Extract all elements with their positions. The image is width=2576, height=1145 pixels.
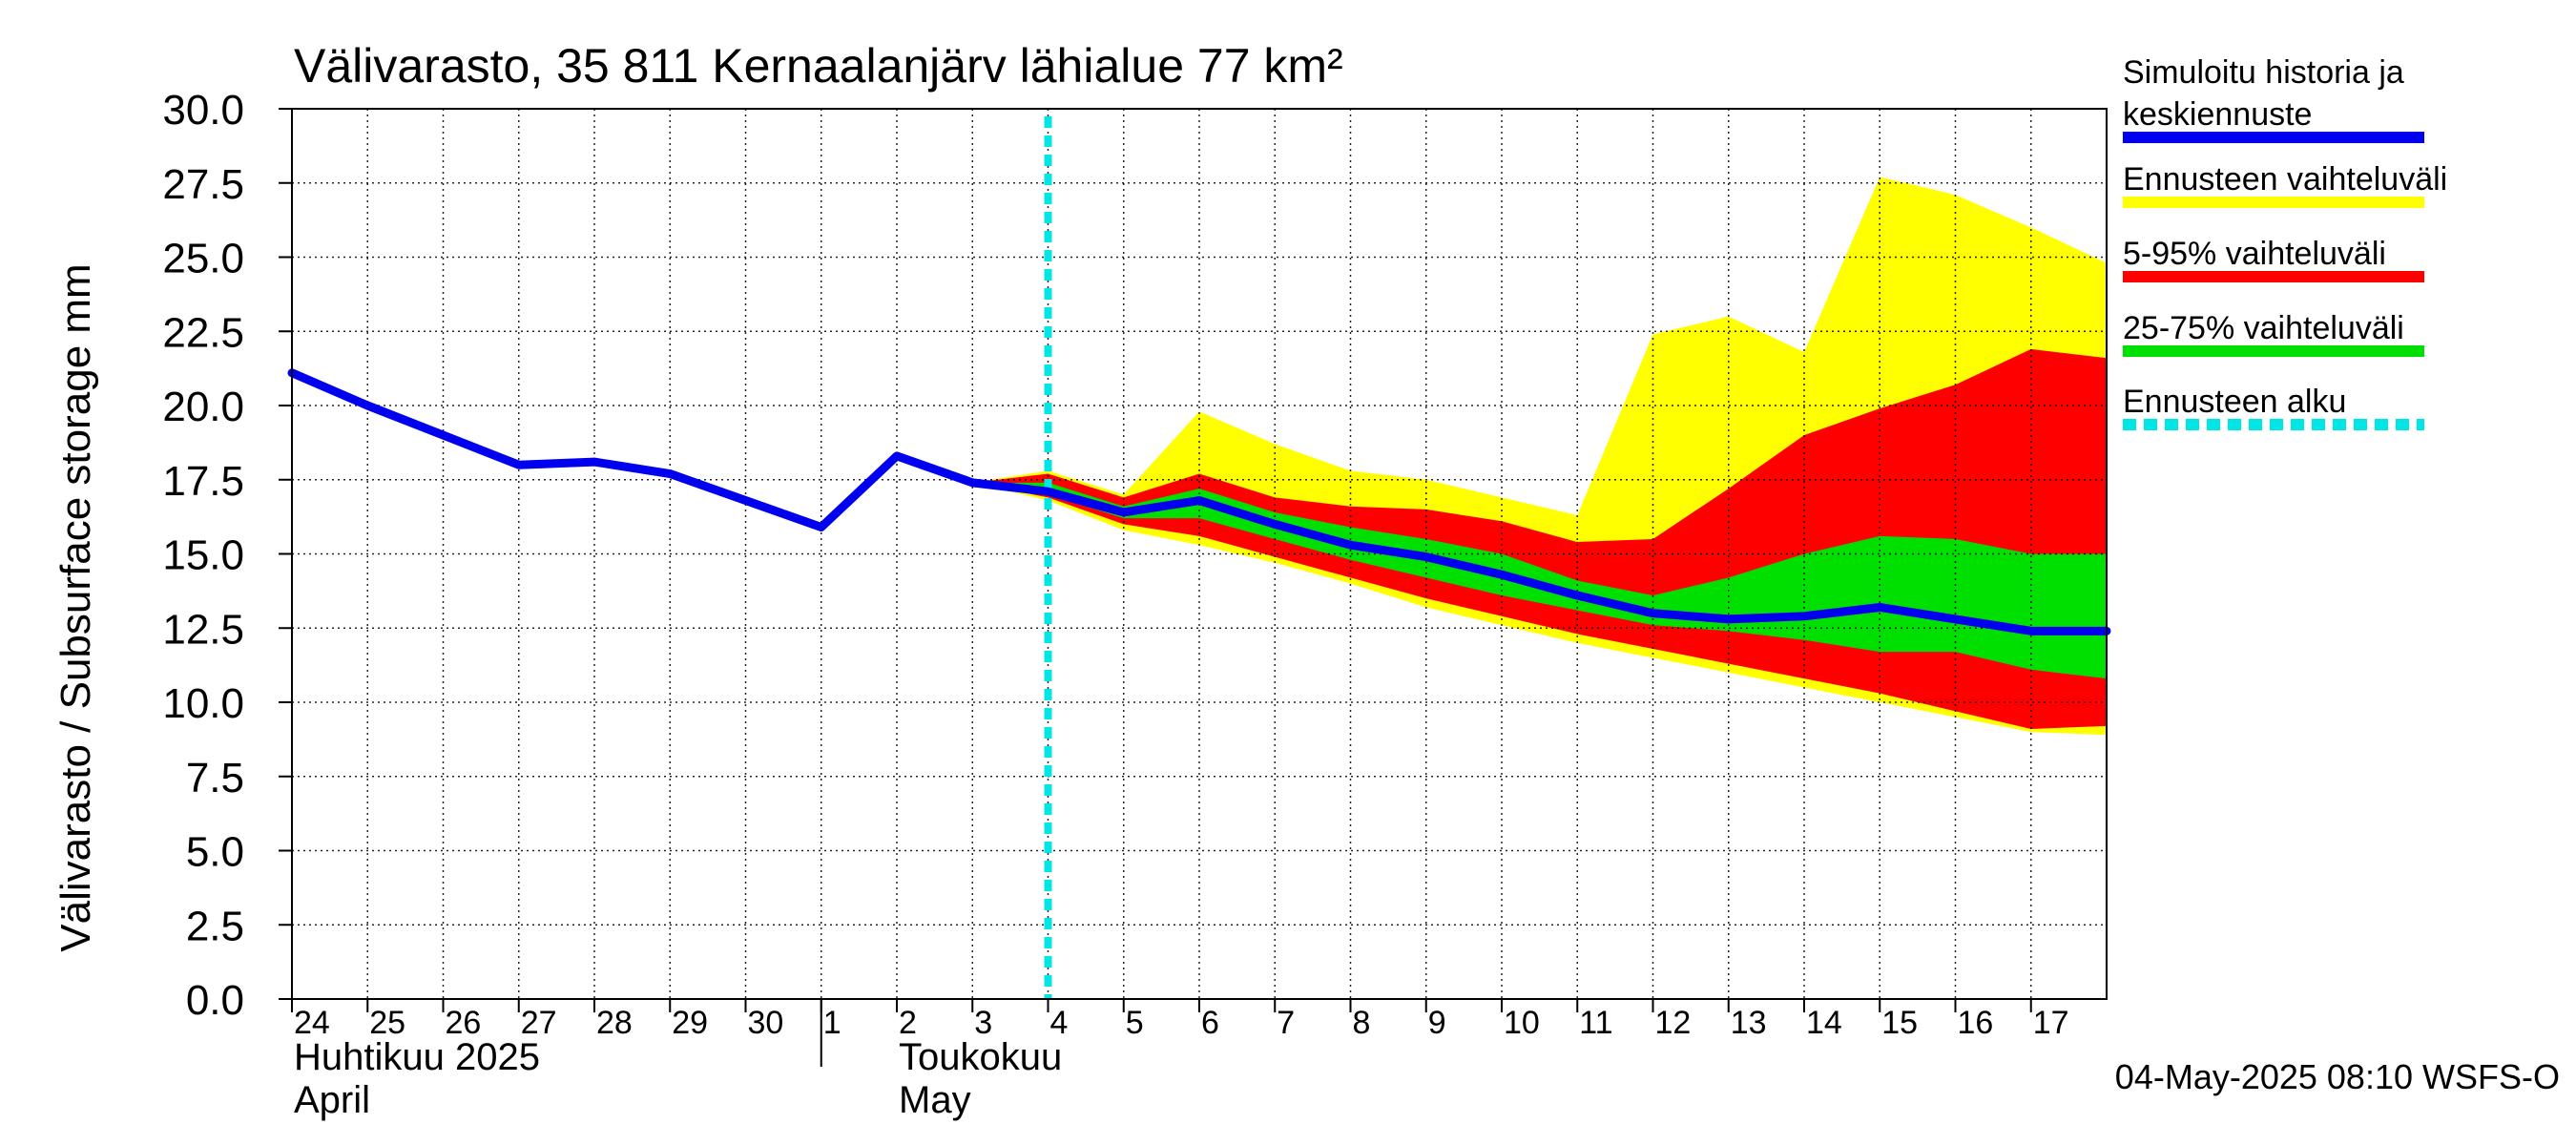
legend-label: Ennusteen alku	[2123, 384, 2346, 420]
y-tick-label: 10.0	[162, 680, 244, 727]
y-tick-label: 30.0	[162, 87, 244, 134]
x-tick-label: 30	[748, 1005, 784, 1041]
x-tick-label: 24	[294, 1005, 330, 1041]
x-tick-label: 25	[369, 1005, 405, 1041]
x-tick-label: 1	[823, 1005, 841, 1041]
x-tick-label: 10	[1504, 1005, 1540, 1041]
grid-layer	[292, 109, 2107, 999]
x-tick-label: 6	[1201, 1005, 1219, 1041]
x-tick-label: 2	[899, 1005, 917, 1041]
x-tick-label: 9	[1428, 1005, 1446, 1041]
legend-label: 5-95% vaihteluväli	[2123, 236, 2386, 272]
x-tick-label: 11	[1579, 1005, 1612, 1041]
x-tick-label: 14	[1806, 1005, 1842, 1041]
x-tick-label: 29	[672, 1005, 708, 1041]
x-tick-label: 17	[2033, 1005, 2069, 1041]
y-tick-label: 12.5	[162, 606, 244, 653]
x-tick-label: 7	[1277, 1005, 1295, 1041]
chart-title: Välivarasto, 35 811 Kernaalanjärv lähial…	[294, 39, 1343, 93]
y-tick-label: 0.0	[186, 977, 244, 1024]
y-tick-label: 25.0	[162, 236, 244, 282]
x-tick-label: 28	[596, 1005, 633, 1041]
x-tick-label: 13	[1731, 1005, 1767, 1041]
x-tick-label: 27	[521, 1005, 557, 1041]
x-tick-label: 4	[1050, 1005, 1069, 1041]
legend-label: keskiennuste	[2123, 96, 2312, 133]
y-tick-label: 2.5	[186, 903, 244, 949]
axes-layer: 0.0 2.5 5.0 7.5 10.0 12.5 15.0 17.5 20.0 22.5 25.0…	[162, 87, 2108, 1121]
y-tick-label: 20.0	[162, 384, 244, 430]
y-tick-label: 7.5	[186, 755, 244, 802]
footer-timestamp: 04-May-2025 08:10 WSFS-O	[2115, 1057, 2560, 1096]
x-tick-label: 16	[1958, 1005, 1994, 1041]
band-layer	[972, 177, 2107, 736]
legend-label: Ennusteen vaihteluväli	[2123, 161, 2447, 198]
y-tick-label: 15.0	[162, 532, 244, 579]
y-tick-label: 27.5	[162, 161, 244, 208]
legend-label: Simuloitu historia ja	[2123, 54, 2404, 91]
month-label-en: May	[899, 1079, 971, 1121]
x-tick-label: 15	[1881, 1005, 1918, 1041]
y-tick-label: 22.5	[162, 309, 244, 356]
series-line-0	[287, 368, 2111, 635]
month-label: Huhtikuu 2025	[294, 1036, 540, 1078]
y-tick-label: 5.0	[186, 829, 244, 876]
y-tick-label: 17.5	[162, 458, 244, 505]
month-label: Toukokuu	[899, 1036, 1062, 1078]
y-axis-label: Välivarasto / Subsurface storage mm	[52, 263, 99, 951]
legend-label: 25-75% vaihteluväli	[2123, 310, 2404, 346]
x-tick-label: 3	[974, 1005, 992, 1041]
month-label-en: April	[294, 1079, 370, 1121]
legend: Simuloitu historia ja keskiennuste Ennuste…	[2123, 54, 2447, 430]
series-layer	[287, 368, 2111, 635]
x-tick-label: 5	[1126, 1005, 1144, 1041]
x-tick-label: 12	[1655, 1005, 1692, 1041]
x-tick-label: 8	[1353, 1005, 1371, 1041]
x-tick-label: 26	[446, 1005, 482, 1041]
